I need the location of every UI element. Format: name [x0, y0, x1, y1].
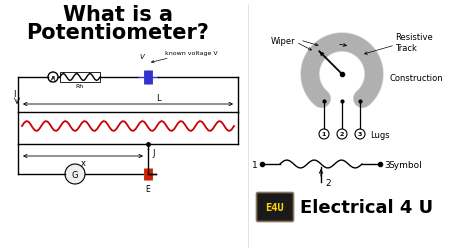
Text: Construction: Construction: [390, 73, 444, 82]
Text: 2: 2: [325, 178, 331, 187]
Text: L: L: [155, 94, 160, 103]
Text: E: E: [146, 184, 150, 193]
Circle shape: [65, 164, 85, 184]
Text: What is a: What is a: [63, 5, 173, 25]
Text: G: G: [72, 170, 78, 179]
Text: J: J: [152, 148, 155, 157]
Text: $V$: $V$: [139, 52, 146, 61]
Text: 3: 3: [358, 132, 362, 137]
Text: Lugs: Lugs: [370, 130, 390, 139]
Text: 1: 1: [322, 132, 326, 137]
Bar: [60, 73, 100, 83]
Text: 1: 1: [252, 160, 258, 169]
Text: Resistive
Track: Resistive Track: [395, 33, 433, 52]
Text: known voltage V: known voltage V: [152, 51, 218, 64]
Text: Rh: Rh: [76, 84, 84, 89]
Text: I: I: [13, 89, 15, 98]
Text: Wiper: Wiper: [270, 36, 295, 45]
Text: Symbol: Symbol: [388, 160, 422, 169]
Text: x: x: [81, 158, 85, 167]
Text: 3: 3: [384, 160, 390, 169]
Text: Potentiometer?: Potentiometer?: [27, 23, 210, 43]
Text: Electrical 4 U: Electrical 4 U: [300, 198, 433, 216]
Text: P: P: [51, 75, 55, 80]
FancyBboxPatch shape: [256, 193, 293, 222]
Text: 2: 2: [340, 132, 344, 137]
Text: E4U: E4U: [265, 202, 284, 212]
